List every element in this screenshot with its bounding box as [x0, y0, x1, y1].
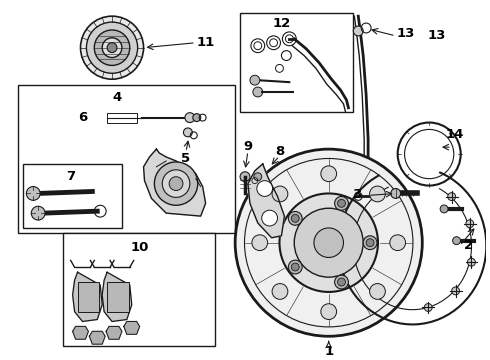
Circle shape	[183, 128, 192, 137]
Circle shape	[453, 237, 461, 244]
Circle shape	[252, 235, 268, 251]
Circle shape	[102, 38, 122, 58]
Circle shape	[253, 87, 263, 97]
Text: 2: 2	[464, 239, 473, 252]
Circle shape	[353, 26, 363, 36]
Circle shape	[292, 215, 299, 222]
Circle shape	[272, 186, 288, 202]
Circle shape	[466, 220, 474, 228]
Polygon shape	[89, 331, 105, 344]
Polygon shape	[73, 272, 102, 321]
Circle shape	[369, 186, 385, 202]
Circle shape	[185, 113, 195, 122]
Circle shape	[193, 114, 201, 122]
Circle shape	[262, 210, 277, 226]
Circle shape	[292, 263, 299, 271]
Circle shape	[314, 228, 343, 257]
Circle shape	[257, 181, 272, 197]
Polygon shape	[248, 164, 284, 238]
Bar	[63, 233, 216, 346]
Circle shape	[448, 193, 456, 201]
Polygon shape	[124, 321, 140, 334]
Circle shape	[321, 304, 337, 320]
Text: 13: 13	[396, 27, 415, 40]
Circle shape	[338, 199, 345, 207]
Circle shape	[452, 287, 460, 295]
Bar	[77, 282, 99, 312]
Text: 4: 4	[112, 91, 122, 104]
Circle shape	[250, 75, 260, 85]
Bar	[107, 113, 137, 122]
Text: 13: 13	[428, 30, 446, 42]
Circle shape	[80, 16, 144, 79]
Circle shape	[154, 162, 198, 205]
Circle shape	[363, 236, 377, 249]
Text: 5: 5	[181, 153, 191, 166]
Circle shape	[440, 205, 448, 213]
Circle shape	[94, 30, 130, 66]
Circle shape	[366, 239, 374, 247]
Polygon shape	[73, 327, 88, 339]
Circle shape	[26, 186, 40, 201]
Text: 3: 3	[352, 188, 361, 201]
Circle shape	[369, 284, 385, 299]
Circle shape	[162, 170, 190, 197]
Circle shape	[335, 197, 348, 210]
Text: 8: 8	[275, 145, 284, 158]
Text: 6: 6	[78, 111, 87, 124]
Polygon shape	[144, 149, 206, 216]
Circle shape	[467, 258, 475, 266]
Text: 9: 9	[244, 140, 252, 153]
Circle shape	[245, 158, 413, 327]
Circle shape	[390, 235, 406, 251]
Circle shape	[294, 208, 363, 277]
Bar	[24, 164, 122, 228]
Text: 11: 11	[196, 36, 215, 49]
Circle shape	[254, 173, 262, 181]
Bar	[107, 282, 129, 312]
Circle shape	[169, 177, 183, 190]
Circle shape	[31, 206, 45, 220]
Text: 12: 12	[272, 17, 291, 30]
Text: 7: 7	[66, 170, 75, 183]
Circle shape	[391, 189, 401, 198]
Circle shape	[235, 149, 422, 336]
Circle shape	[86, 22, 138, 73]
Text: 14: 14	[445, 128, 464, 141]
Polygon shape	[102, 272, 132, 321]
Circle shape	[240, 172, 250, 182]
Circle shape	[272, 284, 288, 299]
Circle shape	[288, 211, 302, 225]
Circle shape	[288, 260, 302, 274]
Bar	[19, 85, 235, 233]
Text: 10: 10	[130, 241, 149, 254]
Circle shape	[424, 303, 432, 311]
Text: 1: 1	[324, 345, 333, 357]
Circle shape	[107, 43, 117, 53]
Polygon shape	[106, 327, 122, 339]
Circle shape	[321, 166, 337, 182]
Bar	[240, 13, 353, 112]
Circle shape	[338, 278, 345, 286]
Circle shape	[335, 275, 348, 289]
Circle shape	[279, 193, 378, 292]
